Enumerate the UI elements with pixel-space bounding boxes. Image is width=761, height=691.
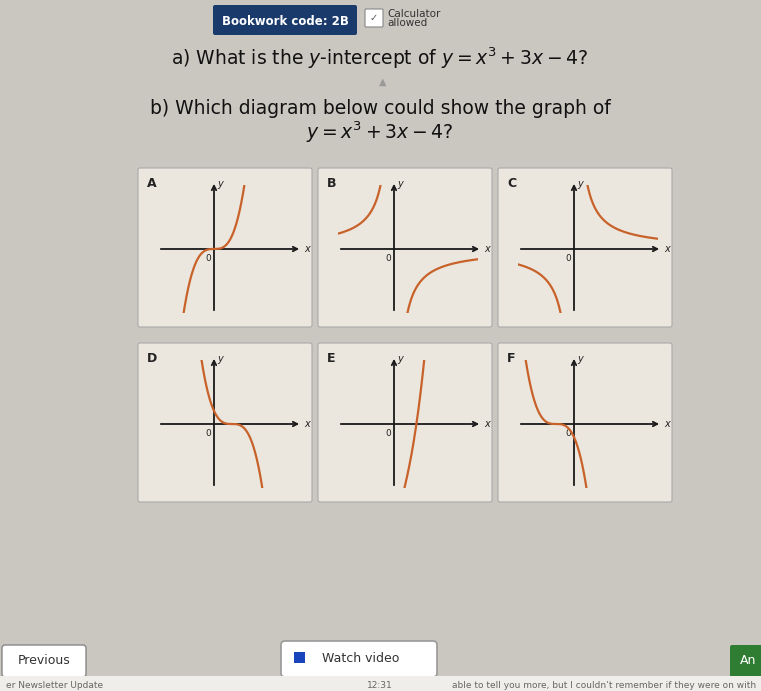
Text: y: y: [217, 354, 223, 364]
Text: x: x: [484, 419, 490, 429]
FancyBboxPatch shape: [365, 9, 383, 27]
FancyBboxPatch shape: [294, 652, 305, 663]
Text: y: y: [577, 354, 583, 364]
Text: ✓: ✓: [370, 13, 378, 23]
Text: er Newsletter Update: er Newsletter Update: [6, 681, 103, 690]
Text: Calculator: Calculator: [387, 9, 441, 19]
Text: 0: 0: [565, 254, 571, 263]
Text: C: C: [507, 176, 516, 189]
Text: 0: 0: [385, 254, 391, 263]
FancyBboxPatch shape: [0, 676, 761, 691]
Text: y: y: [577, 179, 583, 189]
Text: 0: 0: [205, 254, 211, 263]
Text: y: y: [397, 354, 403, 364]
Text: x: x: [304, 419, 310, 429]
Text: D: D: [147, 352, 158, 364]
FancyBboxPatch shape: [213, 5, 357, 35]
Text: An: An: [740, 654, 756, 668]
Text: A: A: [147, 176, 157, 189]
Text: b) Which diagram below could show the graph of: b) Which diagram below could show the gr…: [150, 99, 610, 117]
Text: y: y: [217, 179, 223, 189]
Text: y: y: [397, 179, 403, 189]
FancyBboxPatch shape: [2, 645, 86, 677]
FancyBboxPatch shape: [730, 645, 761, 677]
Text: Watch video: Watch video: [318, 652, 400, 665]
Text: allowed: allowed: [387, 18, 427, 28]
Text: 12:31: 12:31: [367, 681, 393, 690]
Text: F: F: [507, 352, 515, 364]
Text: Previous: Previous: [18, 654, 70, 668]
FancyBboxPatch shape: [318, 168, 492, 327]
Text: $y = x^3 + 3x - 4$?: $y = x^3 + 3x - 4$?: [307, 120, 454, 144]
FancyBboxPatch shape: [138, 168, 312, 327]
Text: Bookwork code: 2B: Bookwork code: 2B: [221, 15, 349, 28]
Text: x: x: [304, 244, 310, 254]
Text: 0: 0: [205, 428, 211, 437]
Text: E: E: [327, 352, 336, 364]
Text: x: x: [484, 244, 490, 254]
FancyBboxPatch shape: [318, 343, 492, 502]
FancyBboxPatch shape: [138, 343, 312, 502]
FancyBboxPatch shape: [498, 343, 672, 502]
FancyBboxPatch shape: [281, 641, 437, 677]
Text: 0: 0: [385, 428, 391, 437]
Text: a) What is the $y$-intercept of $y = x^3 + 3x - 4$?: a) What is the $y$-intercept of $y = x^3…: [171, 45, 588, 70]
Text: B: B: [327, 176, 336, 189]
Text: ▲: ▲: [379, 77, 387, 87]
Text: 0: 0: [565, 428, 571, 437]
Text: able to tell you more, but I couldn’t remember if they were on with: able to tell you more, but I couldn’t re…: [452, 681, 756, 690]
Text: x: x: [664, 244, 670, 254]
FancyBboxPatch shape: [498, 168, 672, 327]
Text: x: x: [664, 419, 670, 429]
